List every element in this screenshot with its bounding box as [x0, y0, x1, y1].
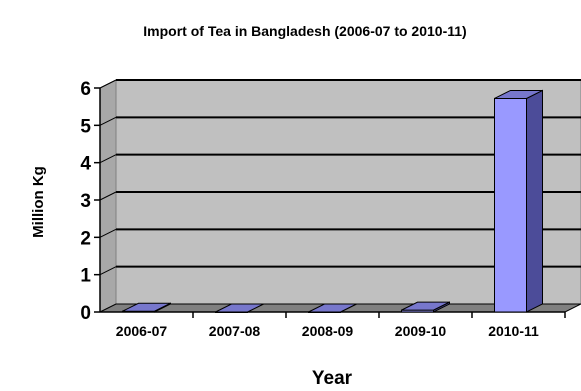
gridline-side [99, 116, 117, 126]
bar-top [122, 302, 171, 312]
bar [494, 89, 543, 313]
x-tick-label: 2006-07 [116, 323, 168, 339]
y-tick-label: 4 [80, 154, 91, 175]
x-axis-title: Year [312, 368, 353, 389]
y-tick-label: 5 [80, 116, 91, 137]
x-tick-label: 2008-09 [302, 323, 354, 339]
bar [308, 303, 357, 313]
bar-front [494, 97, 527, 313]
gridline-side [99, 191, 117, 201]
chart-title: Import of Tea in Bangladesh (2006-07 to … [143, 23, 466, 39]
gridline-side [99, 154, 117, 164]
y-axis-title: Million Kg [30, 166, 47, 238]
bar [122, 302, 171, 313]
y-tick-label: 2 [80, 228, 91, 249]
gridline-side [99, 79, 117, 89]
bar-top [401, 301, 450, 311]
bar-top [215, 303, 264, 313]
x-tick-label: 2010-11 [488, 323, 539, 339]
bar [215, 303, 264, 313]
y-tick-labels: 0 1 2 3 4 5 6 [80, 79, 91, 324]
x-tick-labels: 2006-07 2007-08 2008-09 2009-10 2010-11 [116, 323, 539, 339]
x-tick-label: 2009-10 [395, 323, 447, 339]
gridline-side [99, 228, 117, 238]
y-tick-label: 6 [80, 79, 91, 100]
y-tick-label: 1 [80, 266, 91, 287]
y-tick-label: 0 [80, 303, 91, 324]
bars [122, 89, 543, 313]
bar [401, 301, 450, 313]
bar-top [494, 89, 543, 99]
bar-top [308, 303, 357, 313]
x-tick-label: 2007-08 [209, 323, 261, 339]
gridline-side [99, 266, 117, 276]
bar-side [526, 89, 543, 313]
y-tick-label: 3 [80, 191, 91, 212]
